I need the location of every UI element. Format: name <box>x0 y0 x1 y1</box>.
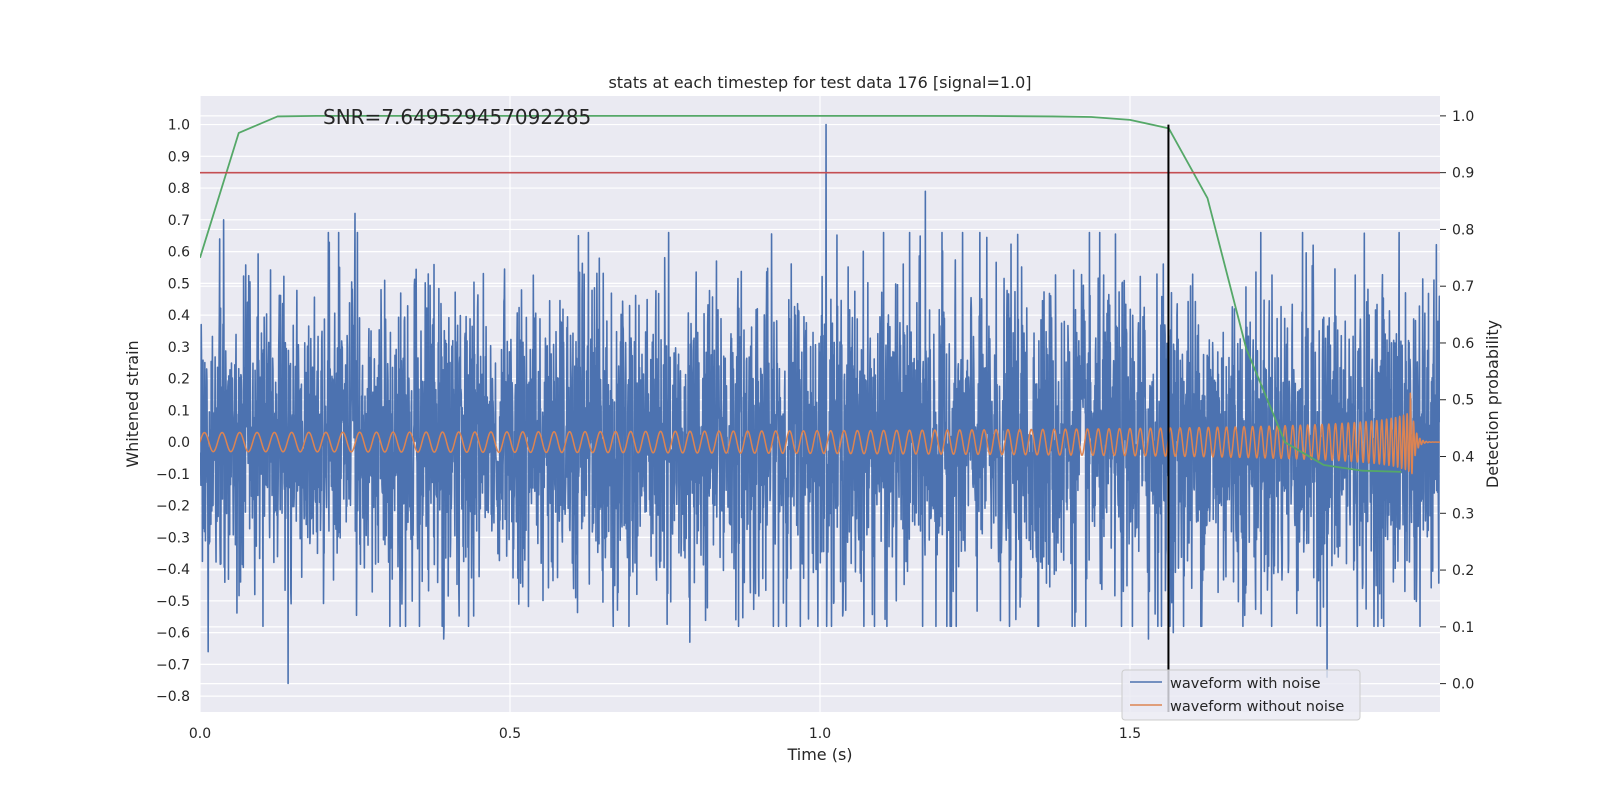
legend-box <box>1121 669 1361 721</box>
y-tick-label: 0.0 <box>168 435 190 451</box>
series-line-detection-probability <box>200 114 1402 473</box>
snr-annotation: SNR=7.649529457092285 <box>323 105 591 129</box>
y-tick-label: −0.3 <box>156 530 190 546</box>
y-tick-label: 0.2 <box>168 372 190 388</box>
legend-label-clean: waveform without noise <box>1170 699 1344 715</box>
y-tick-label: −0.4 <box>156 562 190 578</box>
y2-tick-label: 0.3 <box>1452 506 1474 522</box>
ticks: 0.0 0.5 1.0 1.5 −0.8 −0.7 −0.6 −0.5 −0.4 −0.3 −0.2… <box>156 109 1474 742</box>
legend: waveform with noise waveform without noi… <box>1121 669 1361 721</box>
legend-label-noise: waveform with noise <box>1170 676 1321 692</box>
y2-tick-label: 0.5 <box>1452 393 1474 409</box>
y-tick-label: 0.5 <box>168 276 190 292</box>
chart-title: stats at each timestep for test data 176… <box>608 73 1031 92</box>
reference-lines <box>200 124 1440 712</box>
y2-tick-label: 0.8 <box>1452 222 1474 238</box>
y2-tick-label: 0.7 <box>1452 279 1474 295</box>
series-lines <box>200 114 1440 685</box>
y2-tick-label: 0.4 <box>1452 450 1474 466</box>
series-line-waveform-without-noise <box>200 392 1440 475</box>
x-tick-label: 1.5 <box>1119 726 1141 742</box>
y-tick-label: 1.0 <box>168 118 190 134</box>
y-tick-label: 0.8 <box>168 181 190 197</box>
y-axis-label: Whitened strain <box>123 340 142 467</box>
y2-tick-label: 0.9 <box>1452 166 1474 182</box>
series-line-waveform-with-noise <box>200 123 1440 685</box>
y-tick-label: 0.1 <box>168 403 190 419</box>
y-tick-label: 0.6 <box>168 245 190 261</box>
y-tick-label: −0.2 <box>156 499 190 515</box>
y-tick-label: −0.7 <box>156 657 190 673</box>
y-tick-label: −0.8 <box>156 689 190 705</box>
x-tick-label: 0.5 <box>499 726 521 742</box>
y-tick-label: −0.6 <box>156 626 190 642</box>
x-axis-label: Time (s) <box>786 745 852 764</box>
y-tick-label: 0.7 <box>168 213 190 229</box>
y2-tick-label: 1.0 <box>1452 109 1474 125</box>
y2-tick-label: 0.6 <box>1452 336 1474 352</box>
y-tick-label: 0.3 <box>168 340 190 356</box>
y-tick-label: −0.5 <box>156 594 190 610</box>
x-tick-label: 0.0 <box>189 726 211 742</box>
x-tick-label: 1.0 <box>809 726 831 742</box>
y2-axis-label: Detection probability <box>1483 320 1502 488</box>
y-tick-label: −0.1 <box>156 467 190 483</box>
y-tick-label: 0.9 <box>168 149 190 165</box>
y2-tick-label: 0.2 <box>1452 563 1474 579</box>
y2-tick-label: 0.1 <box>1452 620 1474 636</box>
y2-tick-label: 0.0 <box>1452 677 1474 693</box>
y-tick-label: 0.4 <box>168 308 190 324</box>
